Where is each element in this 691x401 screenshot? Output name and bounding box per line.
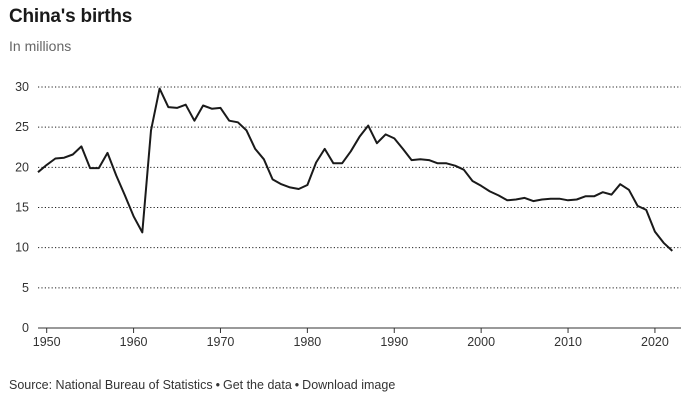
download-image-link[interactable]: Download image	[302, 378, 396, 392]
x-tick-label: 2010	[554, 335, 582, 349]
y-tick-label: 30	[15, 80, 29, 94]
y-tick-label: 20	[15, 160, 29, 174]
y-tick-label: 15	[15, 201, 29, 215]
footer: Source: National Bureau of Statistics • Ge…	[9, 378, 395, 392]
chart-subtitle: In millions	[9, 38, 72, 54]
x-tick-label: 1990	[380, 335, 408, 349]
births-line-chart: 0 5 10 15 20 25 30 1950 1960 1970 1980 1990 2000 201…	[15, 80, 681, 349]
footer-separator: •	[215, 378, 220, 392]
gridlines	[38, 86, 681, 289]
source-note: Source: National Bureau of Statistics	[9, 378, 213, 392]
footer-separator: •	[294, 378, 300, 392]
chart-title: China's births	[9, 6, 133, 27]
y-tick-label: 25	[15, 120, 29, 134]
x-tick-label: 2020	[641, 335, 669, 349]
x-tick-label: 1970	[207, 335, 235, 349]
y-tick-label: 0	[22, 321, 29, 335]
y-axis-ticks: 0 5 10 15 20 25 30	[15, 80, 29, 335]
y-tick-label: 10	[15, 241, 29, 255]
x-tick-label: 1980	[293, 335, 321, 349]
x-tick-label: 1960	[120, 335, 148, 349]
x-tick-label: 1950	[33, 335, 61, 349]
x-axis-ticks: 1950 1960 1970 1980 1990 2000 2010 2020	[33, 328, 669, 349]
y-tick-label: 5	[22, 281, 29, 295]
x-tick-label: 2000	[467, 335, 495, 349]
births-series-line	[37, 87, 673, 252]
get-data-link[interactable]: Get the data	[222, 378, 292, 392]
